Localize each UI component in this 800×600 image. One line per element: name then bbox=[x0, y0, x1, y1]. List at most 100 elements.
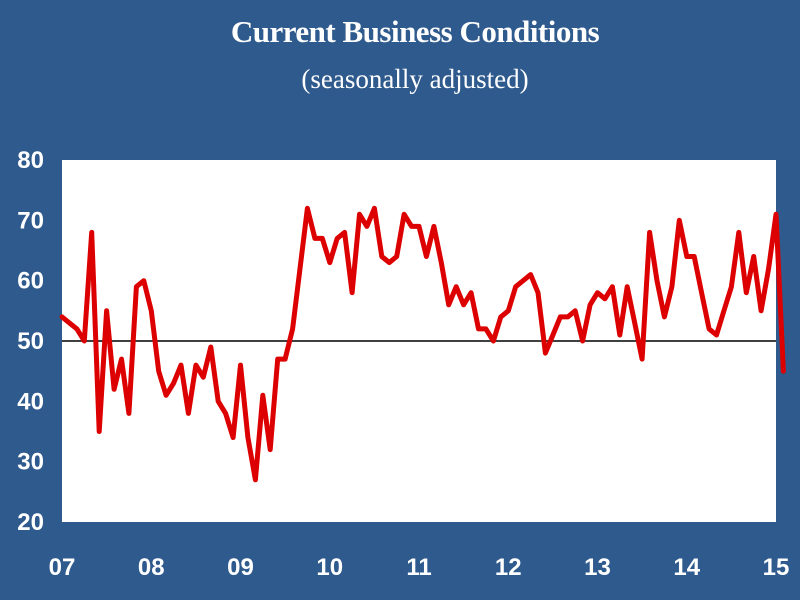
data-point bbox=[127, 411, 131, 415]
data-point bbox=[335, 236, 339, 240]
data-point bbox=[685, 255, 689, 259]
data-point bbox=[313, 236, 317, 240]
data-point bbox=[216, 399, 220, 403]
data-point bbox=[246, 436, 250, 440]
data-point bbox=[201, 375, 205, 379]
data-point bbox=[774, 212, 778, 216]
y-tick-label: 60 bbox=[17, 268, 44, 295]
x-tick-label: 10 bbox=[316, 554, 343, 581]
data-point bbox=[439, 261, 443, 265]
data-point bbox=[97, 430, 101, 434]
data-point bbox=[700, 291, 704, 295]
data-point bbox=[536, 291, 540, 295]
data-point bbox=[350, 291, 354, 295]
data-point bbox=[566, 315, 570, 319]
data-point bbox=[424, 255, 428, 259]
data-point bbox=[655, 279, 659, 283]
data-point bbox=[134, 285, 138, 289]
data-point bbox=[268, 448, 272, 452]
x-tick-label: 11 bbox=[406, 554, 431, 581]
data-point bbox=[60, 315, 64, 319]
data-point bbox=[186, 411, 190, 415]
data-point bbox=[648, 230, 652, 234]
data-point bbox=[105, 309, 109, 313]
data-point bbox=[402, 212, 406, 216]
data-point bbox=[90, 230, 94, 234]
data-point bbox=[588, 303, 592, 307]
data-point bbox=[365, 224, 369, 228]
data-point bbox=[283, 357, 287, 361]
x-tick-label: 07 bbox=[49, 554, 76, 581]
data-point bbox=[640, 357, 644, 361]
data-point bbox=[194, 363, 198, 367]
y-tick-label: 80 bbox=[17, 147, 44, 174]
data-point bbox=[752, 255, 756, 259]
data-point bbox=[380, 255, 384, 259]
data-point bbox=[499, 315, 503, 319]
data-point bbox=[410, 224, 414, 228]
chart-title: Current Business Conditions bbox=[230, 14, 600, 49]
data-point bbox=[662, 315, 666, 319]
data-point bbox=[372, 206, 376, 210]
data-point bbox=[625, 285, 629, 289]
data-point bbox=[677, 218, 681, 222]
y-tick-label: 50 bbox=[17, 328, 44, 355]
data-point bbox=[491, 339, 495, 343]
data-point bbox=[112, 387, 116, 391]
data-point bbox=[305, 206, 309, 210]
data-point bbox=[120, 357, 124, 361]
data-point bbox=[261, 393, 265, 397]
data-point bbox=[692, 255, 696, 259]
x-tick-label: 09 bbox=[227, 554, 254, 581]
data-point bbox=[432, 224, 436, 228]
data-point bbox=[239, 363, 243, 367]
x-tick-label: 13 bbox=[584, 554, 611, 581]
y-tick-label: 70 bbox=[17, 207, 44, 234]
data-point bbox=[610, 285, 614, 289]
data-point bbox=[596, 291, 600, 295]
data-point bbox=[551, 333, 555, 337]
data-point bbox=[231, 436, 235, 440]
data-point bbox=[737, 230, 741, 234]
data-point bbox=[759, 309, 763, 313]
data-point bbox=[395, 255, 399, 259]
y-tick-label: 30 bbox=[17, 449, 44, 476]
data-point bbox=[477, 327, 481, 331]
data-point bbox=[157, 369, 161, 373]
x-tick-label: 15 bbox=[763, 554, 790, 581]
data-point bbox=[603, 297, 607, 301]
data-point bbox=[543, 351, 547, 355]
data-point bbox=[715, 333, 719, 337]
data-point bbox=[142, 279, 146, 283]
data-point bbox=[179, 363, 183, 367]
data-point bbox=[707, 327, 711, 331]
data-point bbox=[514, 285, 518, 289]
data-point bbox=[343, 230, 347, 234]
data-point bbox=[75, 327, 79, 331]
x-tick-label: 08 bbox=[138, 554, 165, 581]
data-point bbox=[633, 321, 637, 325]
data-point bbox=[291, 327, 295, 331]
data-point bbox=[328, 261, 332, 265]
data-point bbox=[744, 291, 748, 295]
data-point bbox=[209, 345, 213, 349]
series-line bbox=[59, 205, 786, 483]
data-point bbox=[729, 285, 733, 289]
data-point bbox=[358, 212, 362, 216]
chart-subtitle: (seasonally adjusted) bbox=[301, 64, 529, 94]
data-point bbox=[417, 224, 421, 228]
data-point bbox=[387, 261, 391, 265]
y-tick-label: 40 bbox=[17, 388, 44, 415]
data-point bbox=[781, 369, 785, 373]
data-point bbox=[581, 339, 585, 343]
data-point bbox=[276, 357, 280, 361]
data-point bbox=[298, 267, 302, 271]
data-point bbox=[618, 333, 622, 337]
data-point bbox=[462, 303, 466, 307]
data-point bbox=[149, 309, 153, 313]
data-point bbox=[521, 279, 525, 283]
data-point bbox=[484, 327, 488, 331]
data-point bbox=[447, 303, 451, 307]
data-point bbox=[558, 315, 562, 319]
